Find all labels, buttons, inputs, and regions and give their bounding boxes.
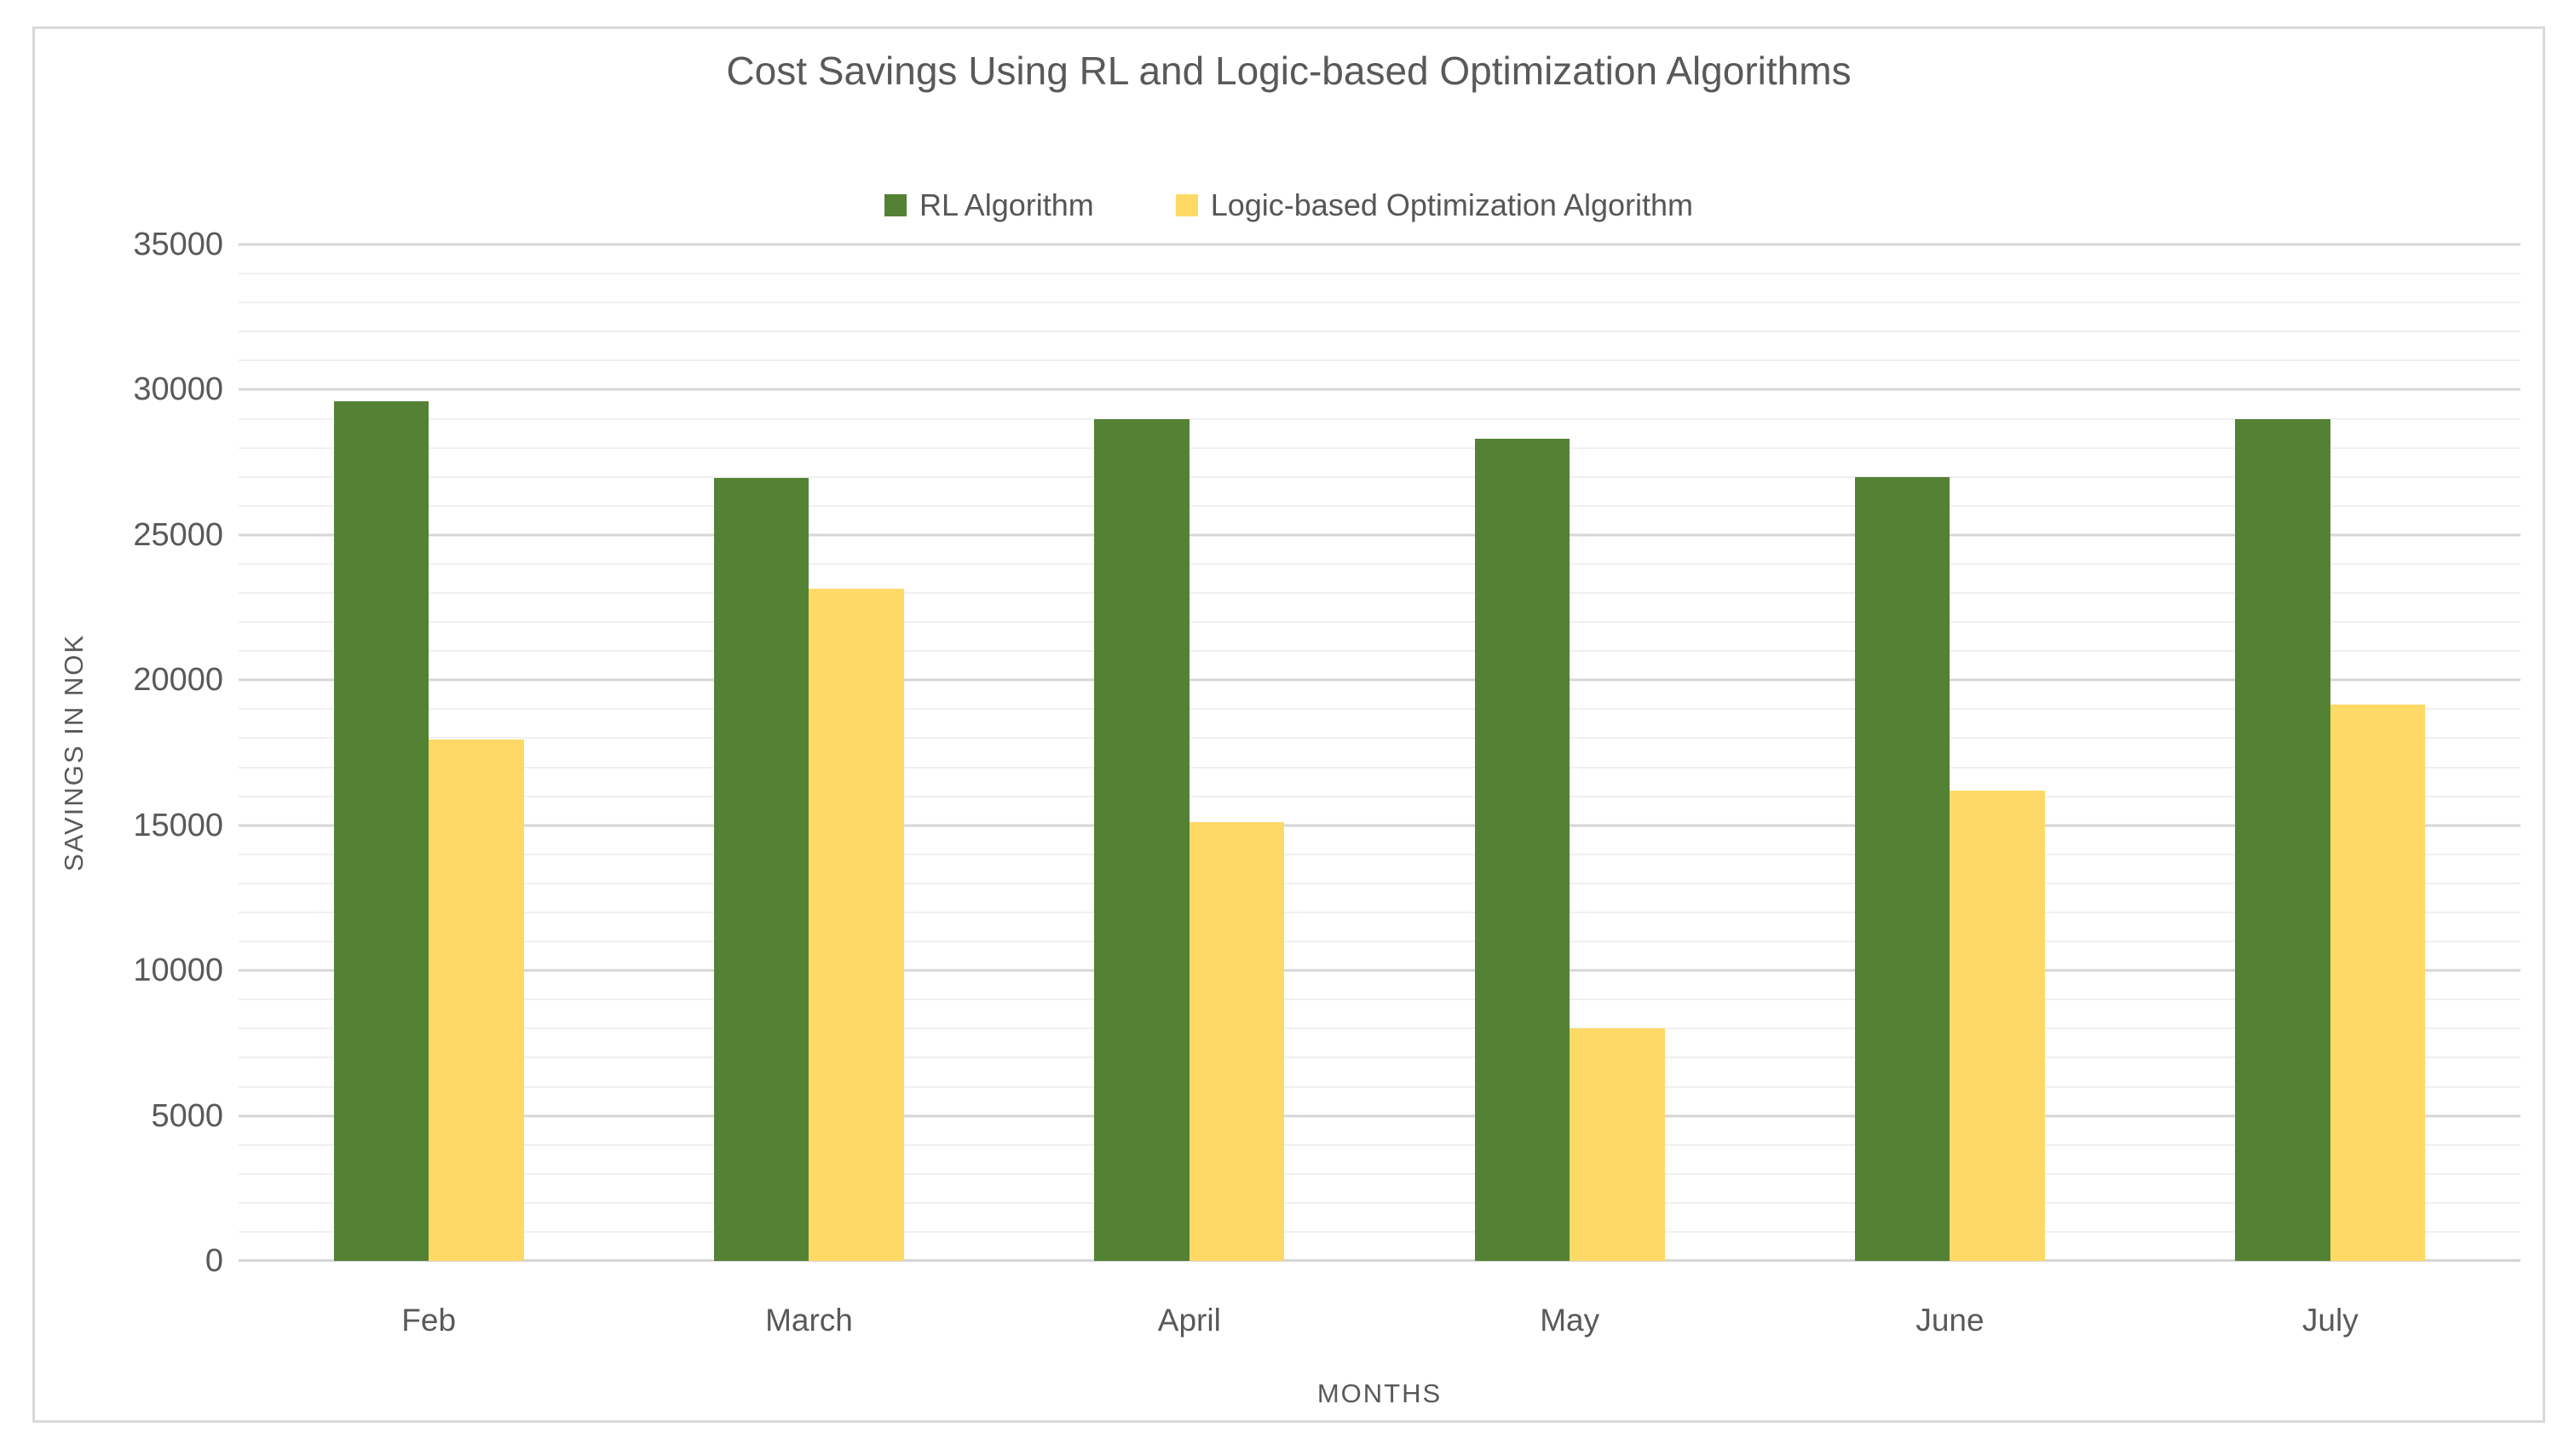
- gridline-minor: [239, 737, 2520, 740]
- legend-label-rl: RL Algorithm: [919, 187, 1094, 222]
- y-tick-label: 0: [205, 1243, 223, 1279]
- bar-logic-june: [1950, 790, 2046, 1261]
- y-tick-label: 15000: [133, 807, 223, 843]
- gridline-major: [239, 824, 2520, 827]
- legend-label-logic: Logic-based Optimization Algorithm: [1210, 187, 1694, 222]
- gridline-minor: [239, 273, 2520, 275]
- y-tick-label: 25000: [133, 516, 223, 553]
- bar-rl-april: [1094, 418, 1190, 1261]
- y-tick-label: 10000: [133, 952, 223, 989]
- gridline-minor: [239, 1056, 2520, 1059]
- gridline-major: [239, 969, 2520, 972]
- gridline-minor: [239, 795, 2520, 797]
- plot-area: [239, 243, 2520, 1262]
- gridline-minor: [239, 621, 2520, 624]
- gridline-major: [239, 388, 2520, 391]
- y-tick-label: 5000: [151, 1097, 223, 1134]
- x-tick-label: April: [1157, 1303, 1221, 1338]
- legend-item-rl: RL Algorithm: [884, 187, 1094, 223]
- bar-rl-may: [1474, 439, 1570, 1261]
- y-axis-labels: 0 5000 10000 15000 20000 25000 30000 35000: [35, 228, 223, 1277]
- gridline-minor: [239, 1143, 2520, 1146]
- gridline-major: [239, 243, 2520, 246]
- legend-item-logic: Logic-based Optimization Algorithm: [1175, 187, 1694, 223]
- x-tick-label: March: [765, 1303, 853, 1338]
- x-tick-label: June: [1915, 1303, 1985, 1338]
- gridline-minor: [239, 1172, 2520, 1175]
- x-axis-title: MONTHS: [1316, 1378, 1443, 1408]
- bars: [239, 245, 2520, 1261]
- gridline-major: [239, 1114, 2520, 1118]
- rl-series-swatch: [884, 194, 907, 216]
- gridline-minor: [239, 417, 2520, 420]
- gridline-minor: [239, 1027, 2520, 1030]
- gridline-minor: [239, 475, 2520, 478]
- x-tick-label: Feb: [401, 1303, 457, 1338]
- y-tick-label: 30000: [133, 371, 223, 408]
- x-axis-labels: Feb March April May June July: [239, 1302, 2520, 1339]
- gridline-minor: [239, 650, 2520, 653]
- gridline-minor: [239, 766, 2520, 768]
- bar-rl-feb: [333, 401, 429, 1261]
- gridline-minor: [239, 562, 2520, 565]
- gridline-minor: [239, 302, 2520, 304]
- bar-logic-march: [809, 588, 905, 1261]
- gridline-minor: [239, 998, 2520, 1001]
- y-tick-label: 20000: [133, 662, 223, 699]
- x-tick-label: May: [1540, 1303, 1600, 1338]
- gridline-minor: [239, 360, 2520, 362]
- x-axis-line: [239, 1259, 2520, 1262]
- bar-group-june: [1760, 245, 2140, 1261]
- gridline-minor: [239, 446, 2520, 449]
- gridline-minor: [239, 592, 2520, 595]
- logic-series-swatch: [1175, 194, 1198, 216]
- bar-logic-april: [1189, 822, 1285, 1261]
- gridline-minor: [239, 331, 2520, 333]
- bar-logic-may: [1570, 1028, 1665, 1261]
- gridline-minor: [239, 708, 2520, 711]
- bar-group-april: [999, 245, 1380, 1261]
- chart-frame: Cost Savings Using RL and Logic-based Op…: [32, 26, 2545, 1423]
- gridline-minor: [239, 941, 2520, 943]
- bar-rl-june: [1854, 476, 1950, 1261]
- bar-logic-july: [2330, 705, 2426, 1261]
- x-tick-label: July: [2301, 1303, 2359, 1338]
- bar-group-july: [2140, 245, 2520, 1261]
- gridline-major: [239, 678, 2520, 682]
- gridline-minor: [239, 504, 2520, 507]
- bar-rl-july: [2235, 418, 2330, 1261]
- gridline-minor: [239, 1085, 2520, 1088]
- bar-group-march: [619, 245, 999, 1261]
- gridline-minor: [239, 882, 2520, 884]
- chart-title: Cost Savings Using RL and Logic-based Op…: [726, 49, 1852, 93]
- gridlines: [239, 243, 2520, 1261]
- gridline-minor: [239, 911, 2520, 913]
- gridline-minor: [239, 1201, 2520, 1204]
- legend: RL Algorithm Logic-based Optimization Al…: [35, 184, 2543, 227]
- gridline-major: [239, 533, 2520, 537]
- bar-group-may: [1380, 245, 1760, 1261]
- gridline-minor: [239, 853, 2520, 855]
- bar-group-feb: [239, 245, 619, 1261]
- bar-rl-march: [713, 478, 809, 1261]
- y-tick-label: 35000: [133, 227, 223, 262]
- bar-logic-feb: [429, 740, 524, 1261]
- gridline-minor: [239, 1230, 2520, 1233]
